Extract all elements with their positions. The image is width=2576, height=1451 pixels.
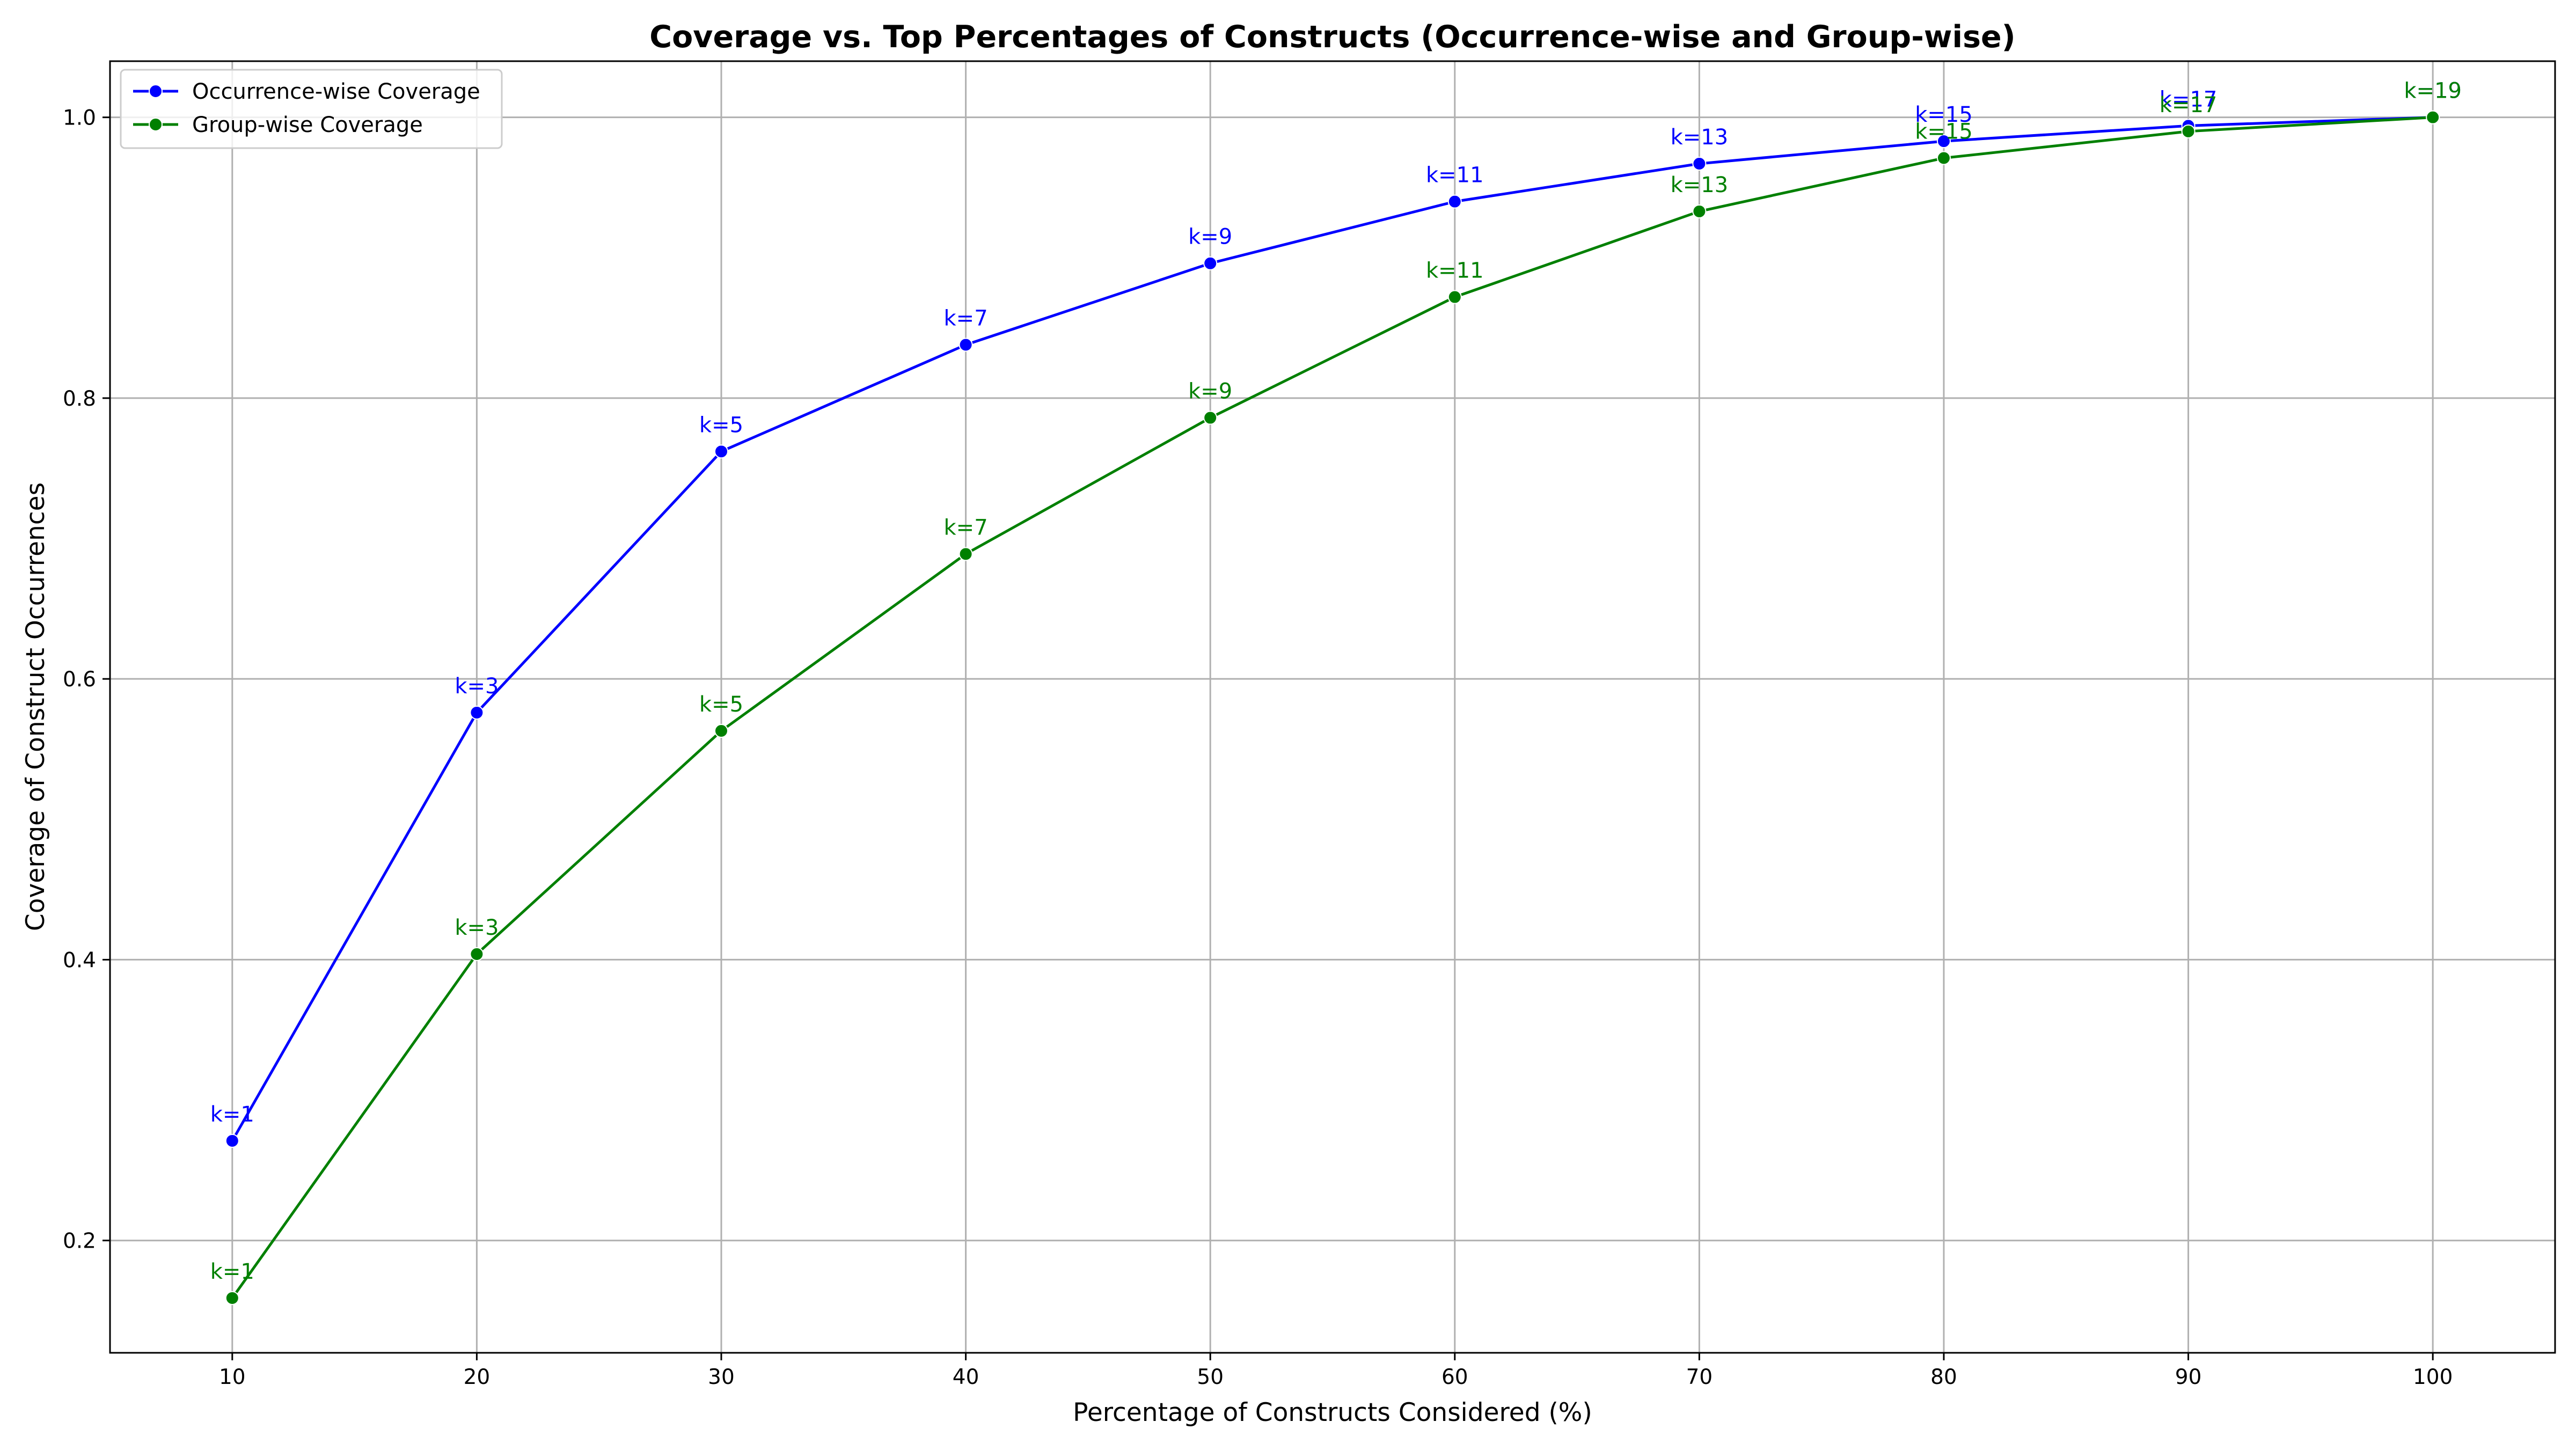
series-layer — [225, 110, 2440, 1305]
x-tick-label: 40 — [953, 1365, 979, 1389]
data-point — [958, 547, 973, 561]
y-axis-label: Coverage of Construct Occurrences — [21, 482, 50, 931]
data-point-label: k=19 — [2404, 79, 2462, 104]
y-tick-label: 0.8 — [63, 387, 96, 411]
data-point-label: k=3 — [455, 915, 499, 940]
data-point-label: k=9 — [1188, 379, 1232, 404]
data-point-label: k=9 — [1188, 225, 1232, 250]
data-point-label: k=13 — [1671, 125, 1729, 150]
data-point — [470, 947, 484, 961]
data-point-label: k=5 — [699, 413, 743, 437]
data-point — [2426, 110, 2440, 124]
data-point-label: k=1 — [210, 1102, 254, 1127]
tick-layer: 10 20 30 40 50 60 70 80 90 100 0.2 0.4 0.6 0.8 1.0 — [63, 106, 2453, 1389]
data-point-label: k=11 — [1426, 259, 1484, 283]
data-point — [958, 338, 973, 352]
legend-marker — [149, 84, 163, 98]
data-point — [225, 1291, 239, 1305]
legend-entry-label: Occurrence-wise Coverage — [192, 79, 480, 104]
data-point-label: k=7 — [944, 306, 988, 331]
data-point — [714, 444, 728, 459]
x-tick-label: 20 — [464, 1365, 491, 1389]
data-point-label: k=5 — [699, 692, 743, 717]
data-point-label: k=17 — [2160, 93, 2218, 118]
data-point-label: k=1 — [210, 1259, 254, 1284]
x-tick-label: 60 — [1441, 1365, 1468, 1389]
y-tick-label: 0.6 — [63, 668, 96, 692]
data-point — [714, 723, 728, 738]
data-point — [1692, 156, 1707, 171]
data-point — [1203, 256, 1218, 270]
series-line-group-wise — [231, 116, 2433, 1299]
legend-box — [120, 69, 503, 149]
legend-entry-label: Group-wise Coverage — [192, 113, 423, 137]
data-point — [2181, 124, 2196, 138]
data-point-label: k=17 — [2160, 87, 2218, 112]
data-point — [1447, 290, 1462, 304]
chart-title: Coverage vs. Top Percentages of Construc… — [649, 19, 2015, 55]
data-point-label: k=19 — [2404, 79, 2462, 104]
y-tick-label: 0.4 — [63, 948, 96, 972]
x-tick-label: 30 — [708, 1365, 735, 1389]
grid — [110, 61, 2555, 1353]
x-tick-label: 10 — [219, 1365, 246, 1389]
y-tick-label: 0.2 — [63, 1229, 96, 1254]
data-point-label: k=15 — [1915, 120, 1973, 144]
legend-marker — [149, 118, 163, 131]
x-tick-label: 50 — [1197, 1365, 1224, 1389]
plot-area-frame — [109, 60, 2556, 1354]
series-line-occurrence-wise — [231, 116, 2433, 1142]
data-point — [1203, 411, 1218, 425]
x-tick-label: 80 — [1930, 1365, 1957, 1389]
data-point-label: k=15 — [1915, 102, 1973, 127]
x-tick-label: 100 — [2413, 1365, 2453, 1389]
x-tick-label: 90 — [2175, 1365, 2202, 1389]
legend: Occurrence-wise Coverage Group-wise Cover… — [120, 69, 503, 149]
data-point — [1692, 204, 1707, 218]
data-point-label: k=3 — [455, 674, 499, 699]
data-point-label: k=11 — [1426, 163, 1484, 188]
data-point — [470, 705, 484, 720]
point-label-layer: k=1 k=3 k=5 k=7 k=9 k=11 k=13 k=15 k=17 k=19 k=1 k=… — [210, 79, 2462, 1284]
data-point — [225, 1133, 239, 1148]
x-tick-label: 70 — [1686, 1365, 1713, 1389]
x-axis-label: Percentage of Constructs Considered (%) — [1073, 1398, 1592, 1427]
data-point-label: k=7 — [944, 515, 988, 540]
data-point-label: k=13 — [1671, 173, 1729, 197]
data-point — [1937, 134, 1951, 149]
data-point — [1937, 151, 1951, 165]
y-tick-label: 1.0 — [63, 106, 96, 130]
data-point — [1447, 194, 1462, 209]
